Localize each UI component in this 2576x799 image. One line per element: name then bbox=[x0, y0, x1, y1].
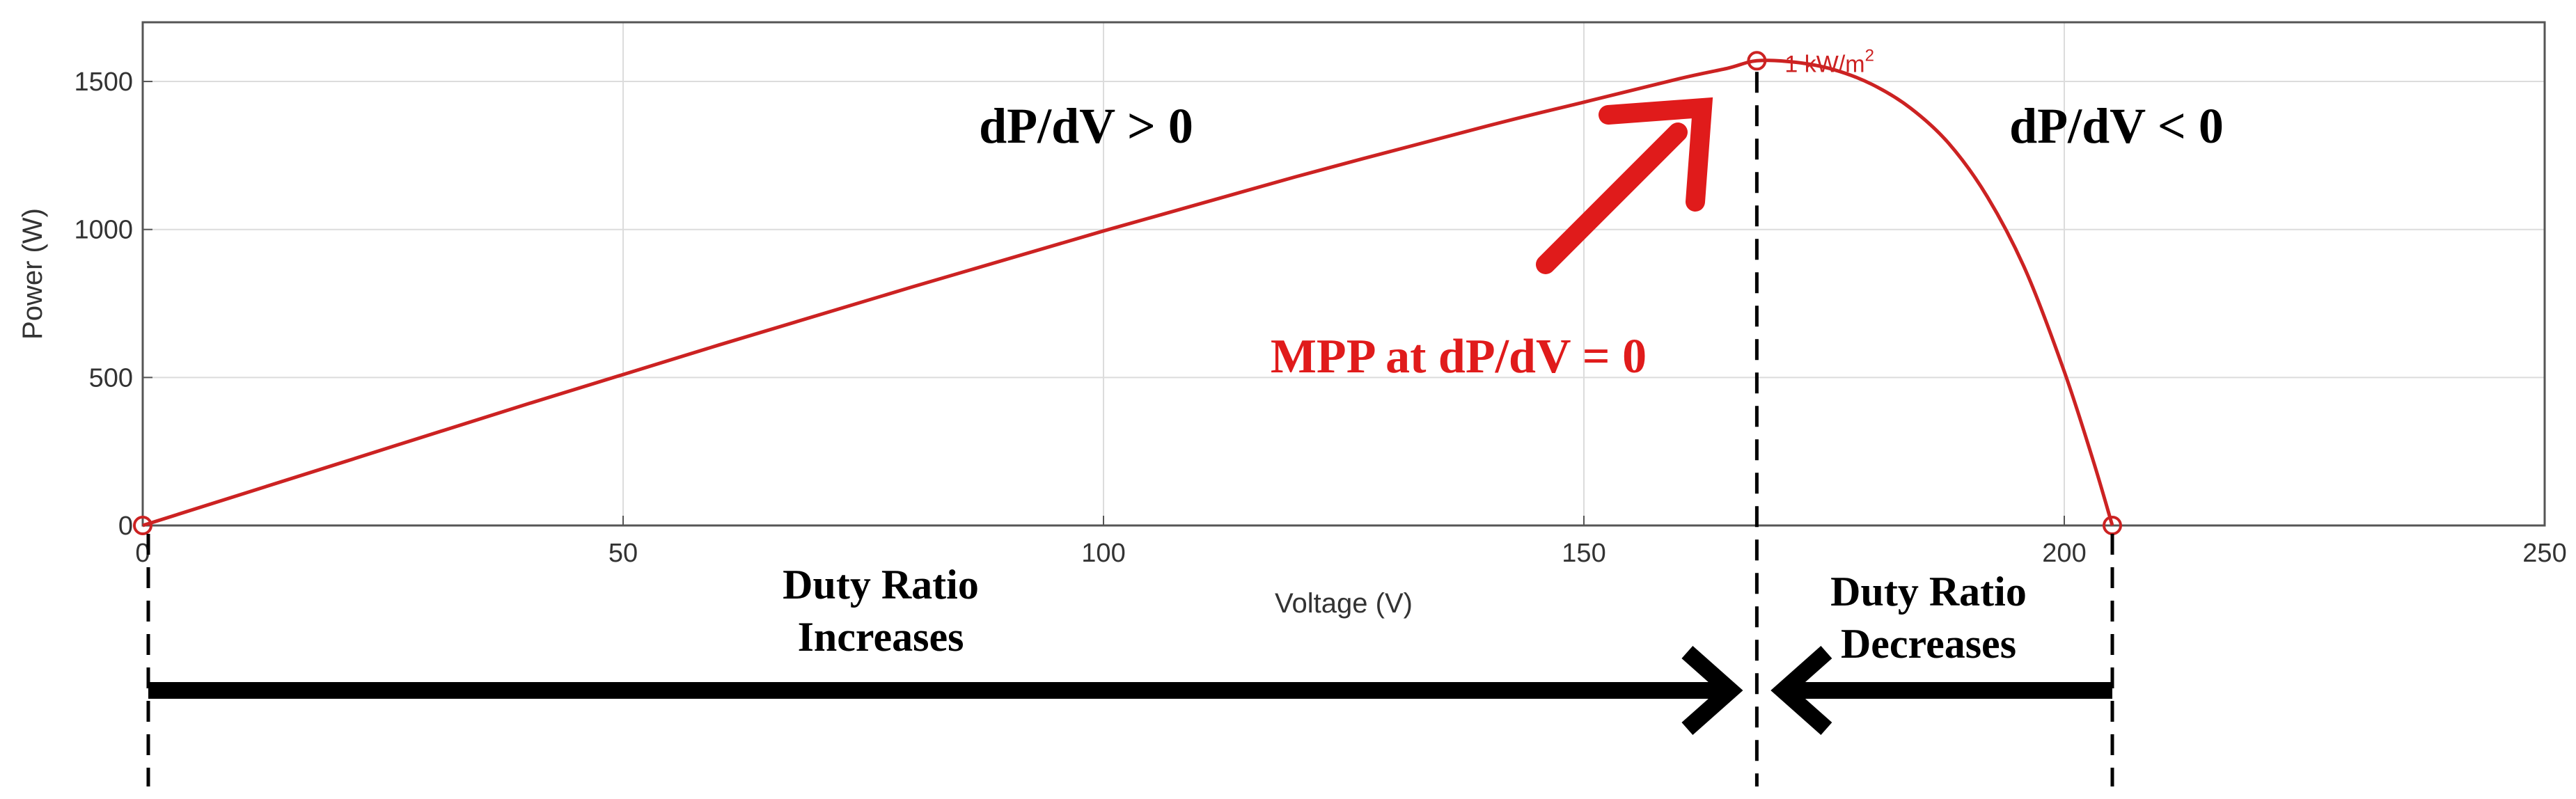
red-arrow-head bbox=[1599, 97, 1713, 212]
curve-marker-circle bbox=[1747, 51, 1767, 71]
mpp-red-arrow bbox=[1536, 97, 1713, 274]
x-tick-label: 100 bbox=[1081, 539, 1125, 568]
duty-increase-label-line1: Duty Ratio bbox=[783, 562, 979, 608]
axis-ticks: 0 50 100 150 200 250 0 500 1000 1500 bbox=[74, 68, 2566, 568]
duty-increase-label-line2: Increases bbox=[798, 614, 964, 660]
duty-decrease-label-line1: Duty Ratio bbox=[1830, 569, 2027, 615]
increase-arrow-head bbox=[1681, 646, 1743, 735]
x-tick-label: 50 bbox=[608, 539, 638, 568]
y-tick-label: 1000 bbox=[74, 216, 133, 245]
plot-frame bbox=[141, 21, 2546, 527]
duty-ratio-arrows bbox=[148, 646, 2112, 735]
y-tick-label: 1500 bbox=[74, 68, 133, 97]
x-tick-label: 250 bbox=[2522, 539, 2566, 568]
x-tick-label: 0 bbox=[135, 539, 150, 568]
y-tick-label: 0 bbox=[118, 512, 133, 541]
curve-label-irradiance: 1 kW/m2 bbox=[1784, 46, 1874, 77]
power-curve-series-line bbox=[142, 58, 2114, 528]
y-tick-label: 500 bbox=[89, 363, 133, 393]
curve-label-text: 1 kW/m bbox=[1784, 51, 1864, 77]
annotation-right-slope: dP/dV < 0 bbox=[2009, 98, 2224, 154]
curve-marker-circle bbox=[133, 516, 152, 535]
annotation-left-slope: dP/dV > 0 bbox=[979, 98, 1193, 154]
curve-label-superscript: 2 bbox=[1865, 46, 1874, 65]
y-axis-label: Power (W) bbox=[17, 208, 48, 340]
vertical-dashed-markers bbox=[146, 72, 2114, 786]
x-tick-label: 150 bbox=[1562, 539, 1605, 568]
red-arrow-shaft bbox=[1536, 122, 1688, 274]
annotation-mpp: MPP at dP/dV = 0 bbox=[1271, 330, 1647, 383]
x-axis-label: Voltage (V) bbox=[1275, 588, 1413, 619]
x-tick-label: 200 bbox=[2042, 539, 2086, 568]
duty-decrease-label-line2: Decreases bbox=[1841, 621, 2016, 667]
decrease-arrow-head bbox=[1770, 646, 1832, 735]
